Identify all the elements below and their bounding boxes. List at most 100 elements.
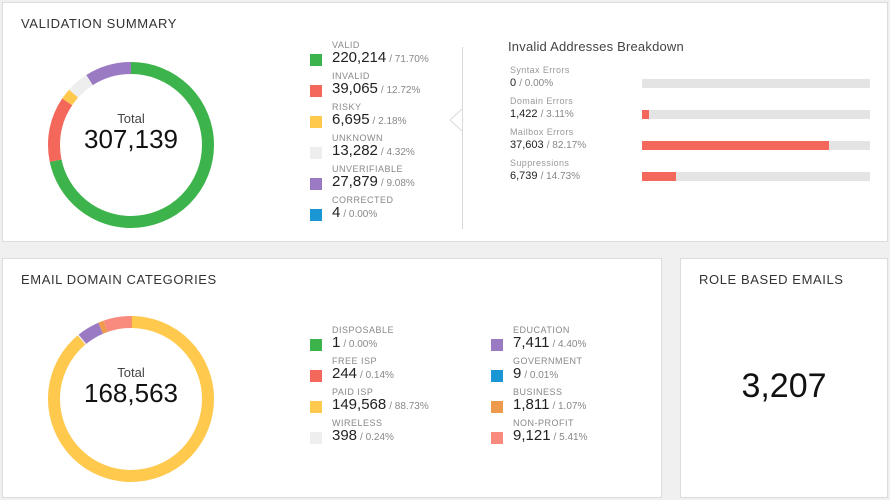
breakdown-count: 37,603 [510,139,547,151]
breakdown-bar-track [642,110,870,119]
email-domain-categories-title: EMAIL DOMAIN CATEGORIES [21,272,217,287]
legend-swatch [310,370,322,382]
breakdown-bar-track [642,172,870,181]
breakdown-value: 37,603 / 82.17% [510,139,586,151]
legend-label: BUSINESS [513,387,563,397]
legend-label: NON-PROFIT [513,418,574,428]
legend-label: UNVERIFIABLE [332,164,404,174]
legend-count: 149,568 [332,396,387,413]
breakdown-label: Suppressions [510,158,570,168]
legend-swatch [310,339,322,351]
breakdown-label: Syntax Errors [510,65,570,75]
legend-percent: / 0.14% [360,370,394,381]
validation-total-label: Total [117,111,145,126]
legend-label: WIRELESS [332,418,383,428]
legend-swatch [310,85,322,97]
legend-value: 1,811/ 1.07% [513,396,586,413]
legend-swatch [310,432,322,444]
validation-summary-title: VALIDATION SUMMARY [21,16,177,31]
validation-slice-unverifiable[interactable] [48,62,214,228]
legend-value: 7,411/ 4.40% [513,334,586,351]
validation-slice-invalid[interactable] [48,62,214,228]
role-based-emails-title: ROLE BASED EMAILS [699,272,844,287]
breakdown-bar-track [642,141,870,150]
legend-value: 39,065/ 12.72% [332,80,420,97]
domain-donut-center: Total 168,563 [47,365,215,407]
breakdown-bar-fill [642,110,650,119]
breakdown-row-suppressions[interactable]: Suppressions 6,739 / 14.73% [508,158,878,188]
legend-percent: / 2.18% [372,116,407,127]
breakdown-value: 1,422 / 3.11% [510,108,574,120]
legend-percent: / 0.00% [343,209,378,220]
validation-donut-svg [48,62,214,228]
breakdown-percent: / 3.11% [540,109,574,120]
legend-percent: / 0.01% [524,370,559,381]
legend-label: UNKNOWN [332,133,383,143]
validation-donut-chart[interactable]: Total 307,139 [47,61,215,229]
divider [462,47,463,229]
legend-count: 398 [332,427,358,444]
legend-label: GOVERNMENT [513,356,583,366]
validation-donut-center: Total 307,139 [47,111,215,153]
legend-percent: / 0.24% [360,432,394,443]
breakdown-bar-fill [642,141,830,150]
legend-value: 6,695/ 2.18% [332,111,406,128]
legend-percent: / 71.70% [389,54,429,65]
legend-count: 1 [332,334,341,351]
breakdown-bar-fill [642,172,676,181]
domain-slice-non-profit[interactable] [48,316,214,482]
legend-swatch [491,370,503,382]
breakdown-percent: / 82.17% [546,140,587,151]
breakdown-row-syntax-errors[interactable]: Syntax Errors 0 / 0.00% [508,65,878,95]
domain-slice-paid-isp[interactable] [48,316,214,482]
breakdown-bar-track [642,79,870,88]
legend-count: 27,879 [332,173,378,190]
legend-percent: / 12.72% [380,85,421,96]
legend-label: PAID ISP [332,387,374,397]
breakdown-percent: / 0.00% [519,78,554,89]
legend-percent: / 4.32% [380,147,415,158]
breakdown-count: 1,422 [510,108,541,120]
domain-donut-svg [48,316,214,482]
email-domain-categories-card: EMAIL DOMAIN CATEGORIES Total 168,563 DI… [2,258,662,498]
legend-value: 149,568/ 88.73% [332,396,429,413]
breakdown-label: Mailbox Errors [510,127,574,137]
legend-swatch [310,401,322,413]
legend-swatch [310,54,322,66]
legend-count: 13,282 [332,142,378,159]
breakdown-percent: / 14.73% [540,171,581,182]
legend-count: 9 [513,365,522,382]
legend-count: 244 [332,365,358,382]
legend-percent: / 1.07% [552,401,587,412]
legend-label: EDUCATION [513,325,570,335]
role-based-emails-card: ROLE BASED EMAILS 3,207 [680,258,888,498]
legend-percent: / 0.00% [343,339,378,350]
validation-summary-card: VALIDATION SUMMARY Total 307,139 VALID 22… [2,2,888,242]
legend-count: 1,811 [513,396,550,413]
legend-value: 244/ 0.14% [332,365,394,382]
legend-label: FREE ISP [332,356,378,366]
legend-swatch [310,209,322,221]
legend-value: 220,214/ 71.70% [332,49,429,66]
validation-total-value: 307,139 [84,124,178,154]
legend-value: 9/ 0.01% [513,365,558,382]
domain-donut-chart[interactable]: Total 168,563 [47,315,215,483]
breakdown-count: 0 [510,77,520,89]
breakdown-row-mailbox-errors[interactable]: Mailbox Errors 37,603 / 82.17% [508,127,878,157]
legend-count: 220,214 [332,49,387,66]
legend-value: 27,879/ 9.08% [332,173,415,190]
legend-swatch [491,401,503,413]
legend-swatch [491,339,503,351]
breakdown-row-domain-errors[interactable]: Domain Errors 1,422 / 3.11% [508,96,878,126]
legend-value: 398/ 0.24% [332,427,394,444]
legend-count: 7,411 [513,334,550,351]
legend-count: 6,695 [332,111,370,128]
legend-value: 13,282/ 4.32% [332,142,415,159]
legend-label: CORRECTED [332,195,394,205]
legend-label: DISPOSABLE [332,325,395,335]
legend-label: INVALID [332,71,370,81]
domain-total-label: Total [117,365,145,380]
legend-percent: / 88.73% [389,401,429,412]
legend-count: 4 [332,204,341,221]
legend-count: 39,065 [332,80,378,97]
